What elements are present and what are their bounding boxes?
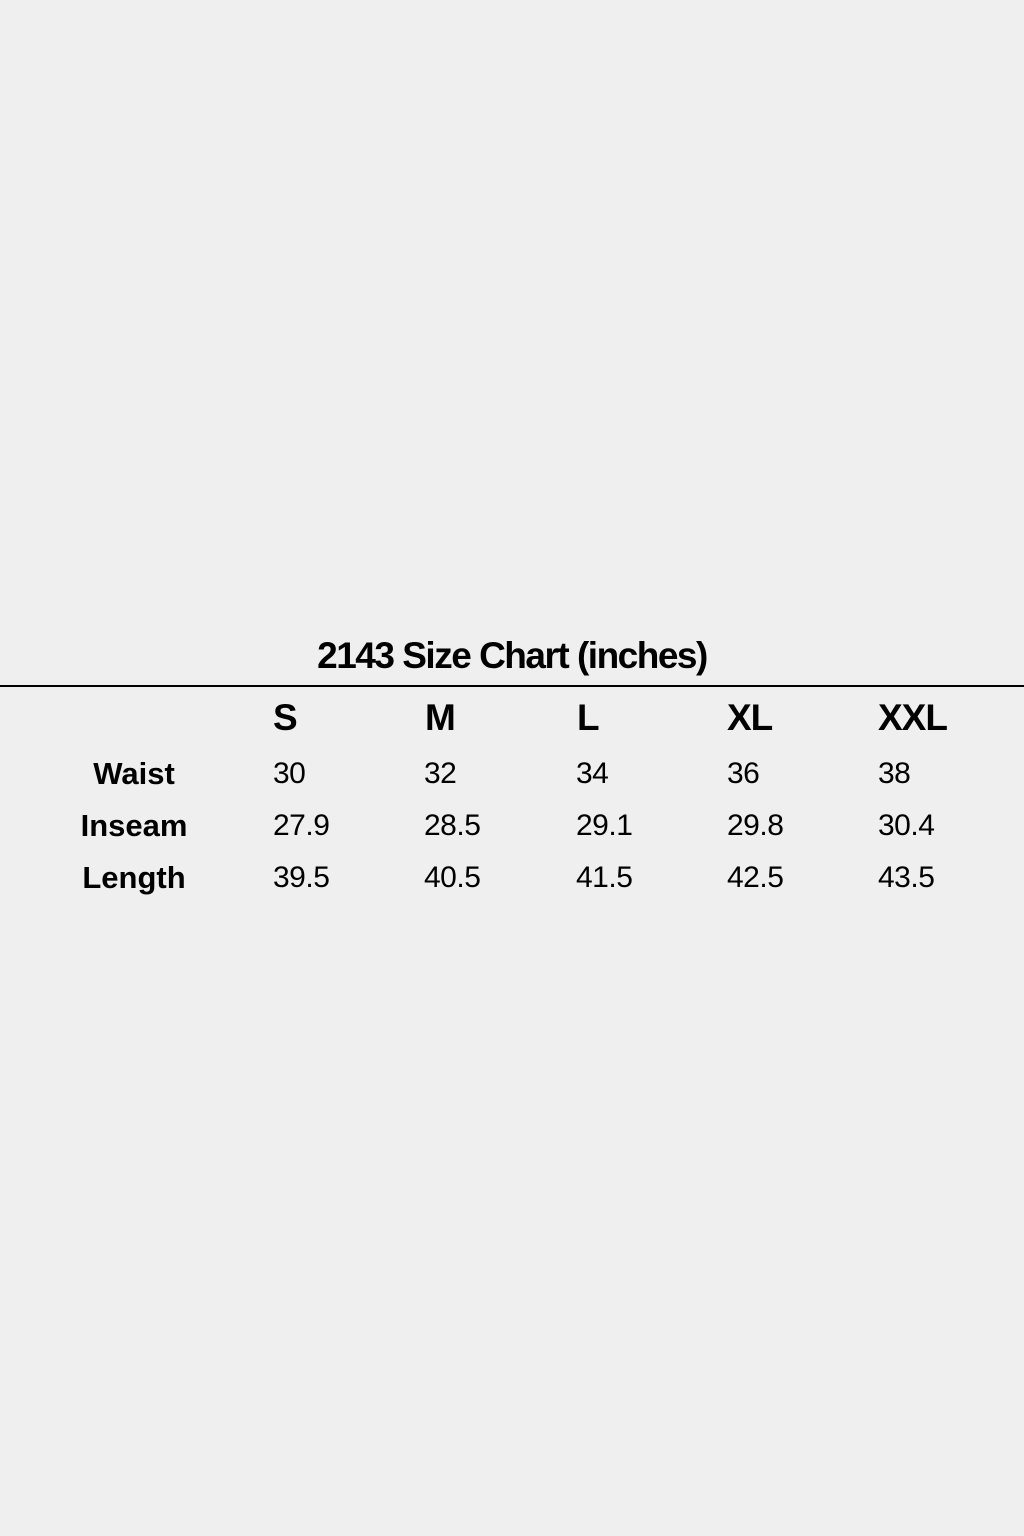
table-cell: 30.4	[878, 809, 935, 842]
column-header-xxl: XXL	[878, 697, 948, 738]
table-cell: 30	[273, 757, 306, 790]
table-cell: 27.9	[273, 809, 330, 842]
table-cell: 29.8	[727, 809, 784, 842]
table-cell: 32	[424, 757, 457, 790]
column-header-m: M	[425, 697, 456, 738]
table-cell: 28.5	[424, 809, 481, 842]
row-label-inseam: Inseam	[80, 808, 188, 843]
table-cell: 36	[727, 757, 760, 790]
column-header-xl: XL	[727, 697, 773, 738]
row-label-waist: Waist	[93, 756, 175, 791]
size-chart-title: 2143 Size Chart (inches)	[317, 635, 708, 676]
column-header-s: S	[273, 697, 298, 738]
table-cell: 40.5	[424, 861, 481, 894]
table-cell: 41.5	[576, 861, 633, 894]
table-cell: 38	[878, 757, 911, 790]
table-cell: 34	[576, 757, 609, 790]
table-cell: 29.1	[576, 809, 633, 842]
header-divider	[0, 685, 1024, 687]
table-cell: 43.5	[878, 861, 935, 894]
table-cell: 42.5	[727, 861, 784, 894]
column-header-l: L	[577, 697, 600, 738]
table-cell: 39.5	[273, 861, 330, 894]
row-label-length: Length	[82, 860, 186, 895]
